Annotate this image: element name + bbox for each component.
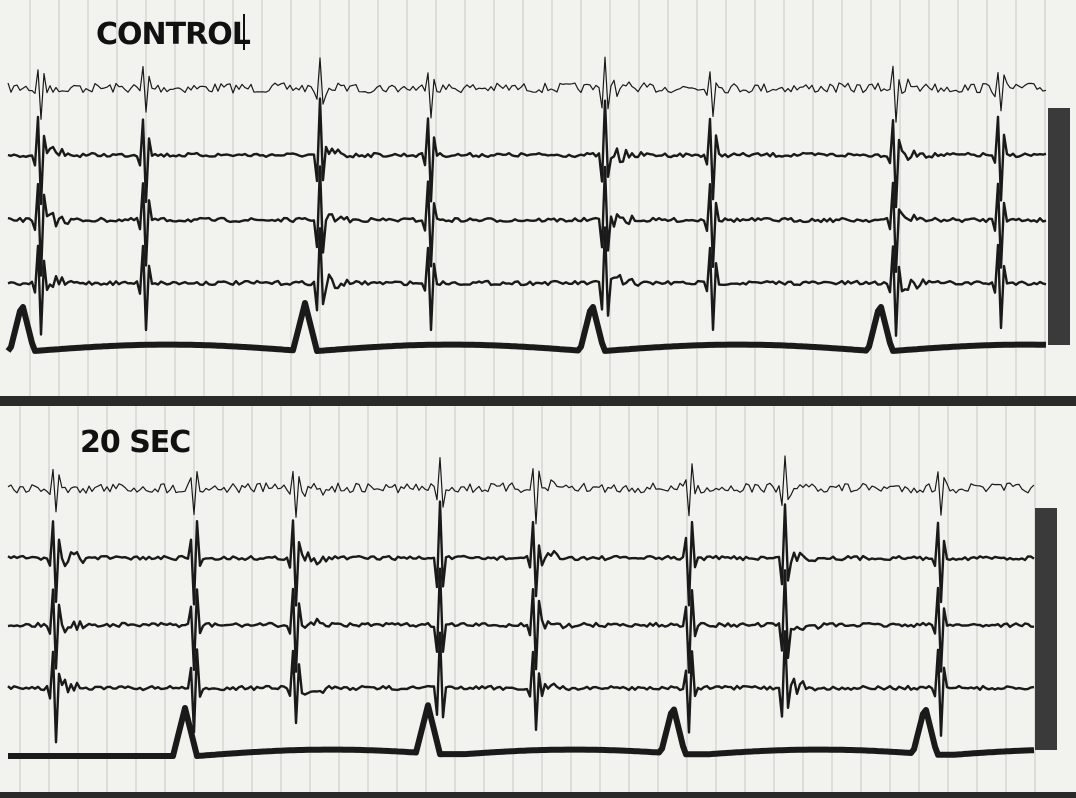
trace: [7, 630, 1035, 744]
calibration: [1048, 108, 1070, 345]
trace: [7, 226, 1047, 337]
pressure-trace: [5, 300, 1047, 354]
panel-label: 20 SEC: [80, 425, 190, 460]
panel-label: CONTROL: [96, 17, 251, 52]
traces: [5, 56, 1070, 759]
trace: [7, 455, 1035, 525]
trace: [7, 567, 1035, 674]
trace: [7, 500, 1035, 607]
trace: [7, 56, 1047, 123]
calibration: [1035, 508, 1057, 750]
pressure-trace: [8, 702, 1035, 759]
trace: [7, 165, 1047, 277]
divider: [0, 396, 1076, 406]
trace: [7, 97, 1047, 209]
bottom-edge: [0, 792, 1076, 798]
